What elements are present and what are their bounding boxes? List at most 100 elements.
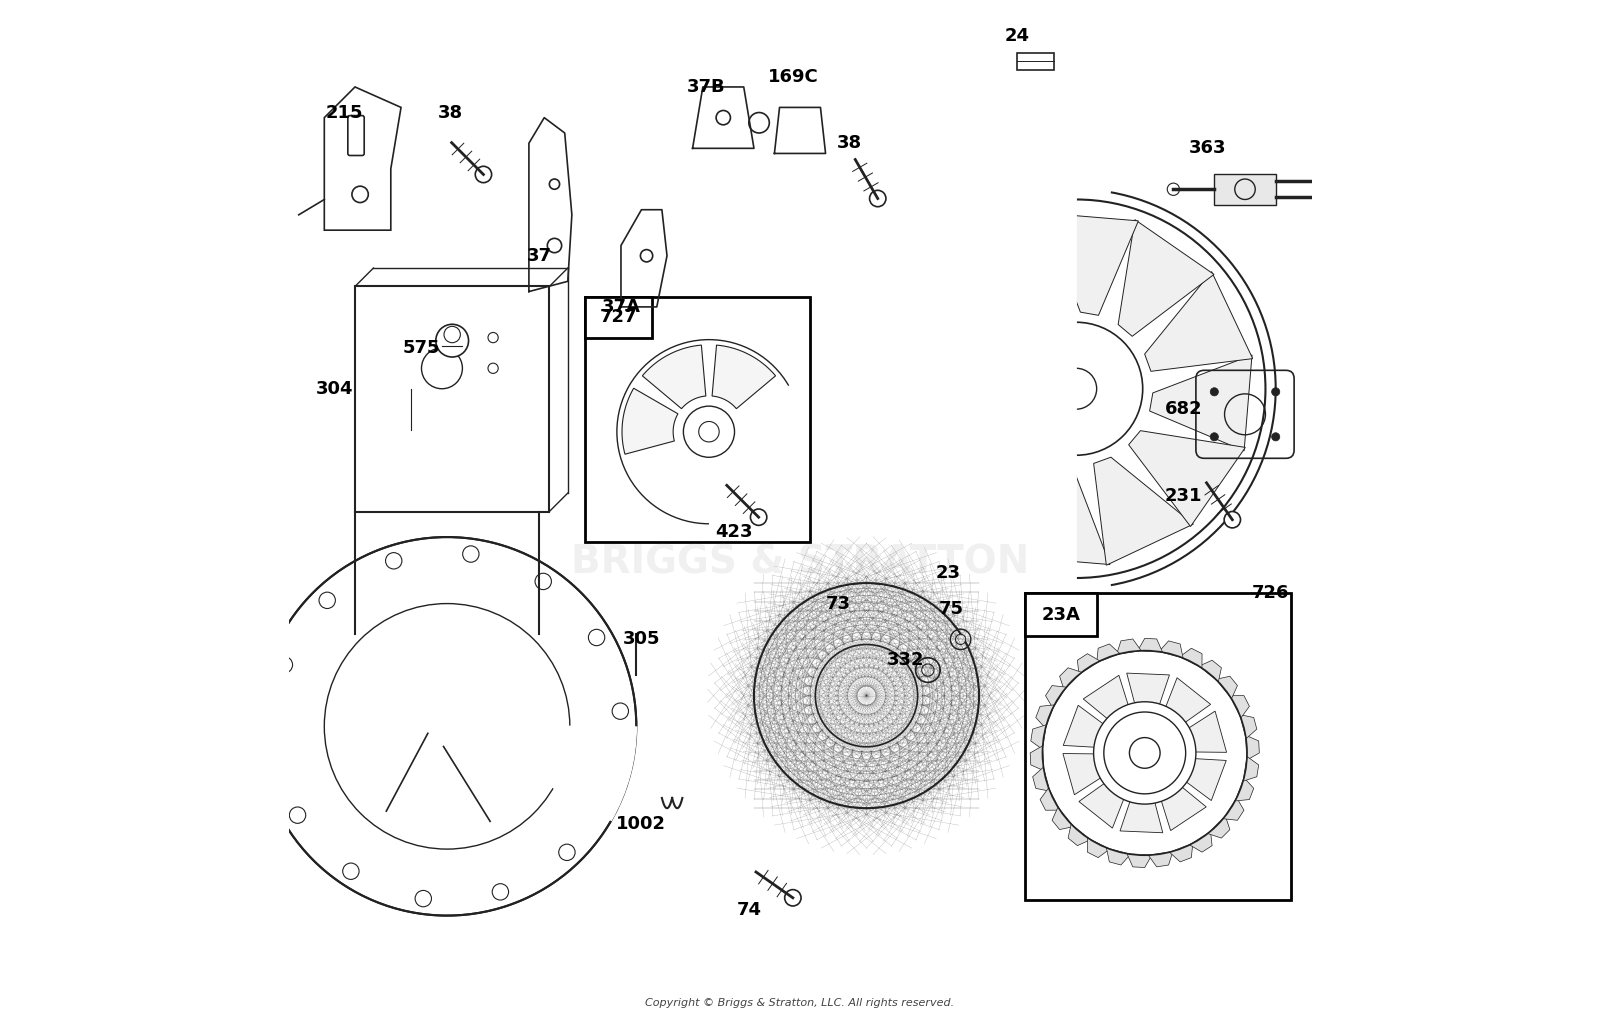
Text: 1002: 1002 — [616, 814, 667, 833]
Polygon shape — [642, 345, 706, 409]
Circle shape — [435, 324, 469, 357]
Polygon shape — [1096, 643, 1120, 663]
Polygon shape — [1158, 757, 1226, 801]
Polygon shape — [1240, 715, 1258, 739]
Polygon shape — [1150, 764, 1206, 831]
Circle shape — [1272, 433, 1280, 441]
Polygon shape — [1208, 816, 1230, 838]
Text: 37B: 37B — [686, 78, 725, 96]
Bar — [1026, 593, 1096, 636]
Text: 169C: 169C — [768, 68, 818, 86]
Polygon shape — [1064, 705, 1131, 749]
Circle shape — [1315, 175, 1328, 187]
Polygon shape — [1216, 676, 1237, 699]
Polygon shape — [1059, 668, 1082, 690]
Polygon shape — [1053, 807, 1074, 830]
Polygon shape — [899, 406, 1008, 505]
Circle shape — [1094, 702, 1195, 804]
Wedge shape — [446, 726, 637, 820]
Polygon shape — [1043, 213, 1138, 315]
Polygon shape — [1094, 457, 1194, 566]
Polygon shape — [958, 212, 1059, 320]
Polygon shape — [1062, 754, 1131, 795]
Text: 73: 73 — [826, 594, 850, 613]
Text: 23A: 23A — [1042, 606, 1080, 624]
Bar — [1026, 593, 1291, 900]
Bar — [1214, 174, 1275, 205]
Text: 682: 682 — [1165, 400, 1203, 418]
Polygon shape — [1126, 673, 1170, 738]
Text: 74: 74 — [736, 901, 762, 920]
Polygon shape — [1083, 675, 1139, 742]
Text: 727: 727 — [600, 308, 638, 326]
Circle shape — [1224, 512, 1240, 528]
Polygon shape — [1030, 724, 1046, 750]
Bar — [1018, 53, 1054, 70]
Circle shape — [683, 406, 734, 457]
Polygon shape — [1128, 431, 1245, 527]
Circle shape — [955, 634, 966, 644]
Polygon shape — [1189, 832, 1213, 852]
Polygon shape — [1235, 777, 1254, 801]
Circle shape — [1056, 368, 1096, 409]
Polygon shape — [1107, 848, 1131, 865]
Circle shape — [1104, 712, 1186, 794]
Polygon shape — [1077, 654, 1099, 674]
Circle shape — [1210, 433, 1219, 441]
Polygon shape — [1118, 220, 1214, 337]
Text: 215: 215 — [326, 103, 363, 122]
Wedge shape — [882, 194, 1077, 583]
Polygon shape — [1035, 705, 1054, 728]
Polygon shape — [1014, 462, 1110, 565]
Polygon shape — [1170, 843, 1192, 862]
Polygon shape — [1245, 736, 1259, 760]
Text: 305: 305 — [622, 630, 661, 649]
Text: 726: 726 — [1251, 584, 1290, 603]
Text: 37: 37 — [526, 247, 552, 265]
Text: 38: 38 — [837, 134, 862, 152]
Circle shape — [475, 167, 491, 183]
Circle shape — [750, 509, 766, 526]
Polygon shape — [1179, 649, 1202, 668]
Text: 363: 363 — [1189, 139, 1226, 158]
Text: 575: 575 — [403, 339, 440, 357]
Bar — [586, 297, 651, 338]
Polygon shape — [1154, 678, 1211, 743]
Polygon shape — [1138, 638, 1163, 653]
Polygon shape — [1069, 824, 1091, 846]
Text: 332: 332 — [886, 651, 925, 669]
Polygon shape — [939, 441, 1034, 558]
Circle shape — [1315, 191, 1328, 204]
Polygon shape — [1078, 763, 1136, 828]
Polygon shape — [1032, 767, 1050, 791]
Circle shape — [1272, 388, 1280, 396]
Text: 304: 304 — [315, 380, 354, 398]
Polygon shape — [622, 389, 678, 454]
Polygon shape — [1150, 355, 1253, 451]
Text: 23: 23 — [936, 564, 962, 582]
Bar — [355, 286, 549, 512]
Circle shape — [1210, 388, 1219, 396]
Text: 231: 231 — [1165, 487, 1202, 505]
Polygon shape — [1222, 798, 1243, 820]
Polygon shape — [1030, 746, 1045, 770]
Polygon shape — [1117, 639, 1141, 655]
Polygon shape — [907, 251, 1024, 347]
Polygon shape — [901, 326, 1003, 422]
Text: 423: 423 — [715, 523, 752, 541]
Circle shape — [869, 190, 886, 207]
Polygon shape — [1120, 768, 1163, 833]
Polygon shape — [1158, 711, 1227, 752]
Polygon shape — [1158, 640, 1182, 658]
Polygon shape — [1243, 756, 1259, 782]
Polygon shape — [1144, 272, 1253, 371]
Text: 24: 24 — [1005, 27, 1029, 45]
Bar — [586, 297, 810, 542]
Text: 38: 38 — [437, 103, 462, 122]
Polygon shape — [1198, 660, 1221, 682]
Text: 75: 75 — [939, 599, 963, 618]
Polygon shape — [1126, 853, 1152, 868]
Polygon shape — [1088, 838, 1110, 857]
Circle shape — [1130, 738, 1160, 768]
Text: Copyright © Briggs & Stratton, LLC. All rights reserved.: Copyright © Briggs & Stratton, LLC. All … — [645, 997, 955, 1008]
